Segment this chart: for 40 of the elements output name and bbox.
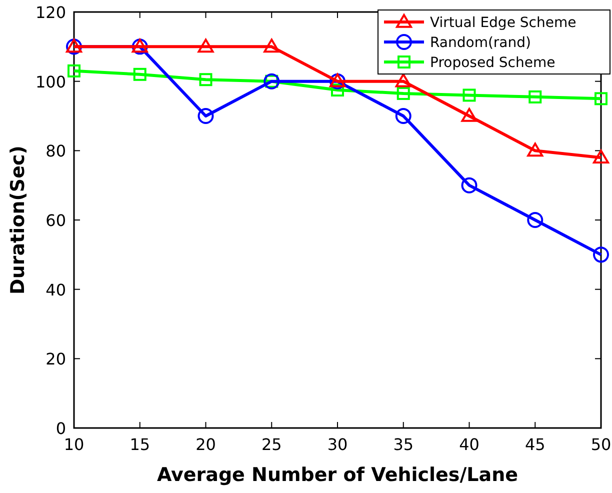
point (264, 38, 280, 53)
point (527, 142, 544, 157)
x-axis-title: Average Number of Vehicles/Lane (156, 464, 518, 486)
point (199, 73, 212, 86)
x-tick-label: 50 (590, 435, 612, 454)
point (528, 90, 542, 104)
point (68, 64, 80, 78)
point (594, 92, 608, 106)
x-tick-label: 10 (64, 435, 84, 454)
legend-label: Proposed Scheme (430, 55, 556, 71)
y-axis-title: Duration(Sec) (7, 146, 29, 294)
point (198, 38, 214, 53)
point (198, 108, 214, 124)
y-tick-label: 20 (46, 350, 66, 369)
y-tick-label: 60 (46, 211, 66, 230)
x-tick-label: 40 (459, 435, 480, 454)
y-tick-label: 0 (56, 419, 66, 438)
y-tick-label: 40 (46, 280, 66, 300)
point (527, 212, 544, 228)
x-tick-label: 45 (524, 435, 546, 454)
y-tick-label: 120 (35, 3, 66, 22)
point (461, 177, 478, 194)
point (593, 246, 609, 263)
point (331, 84, 344, 96)
point (461, 108, 478, 122)
legend-label: Random(rand) (430, 35, 531, 51)
y-tick-label: 100 (35, 72, 66, 92)
point (395, 108, 412, 124)
legend-label: Virtual Edge Scheme (430, 15, 576, 31)
point (133, 68, 146, 81)
point (593, 150, 609, 164)
x-tick-label: 20 (196, 435, 216, 454)
point (396, 86, 410, 100)
point (395, 73, 412, 88)
y-tick-label: 80 (46, 142, 66, 161)
x-tick-label: 15 (130, 435, 150, 454)
x-tick-label: 25 (261, 435, 282, 454)
x-tick-label: 30 (327, 435, 348, 454)
x-tick-label: 35 (393, 435, 414, 454)
point (462, 88, 476, 102)
